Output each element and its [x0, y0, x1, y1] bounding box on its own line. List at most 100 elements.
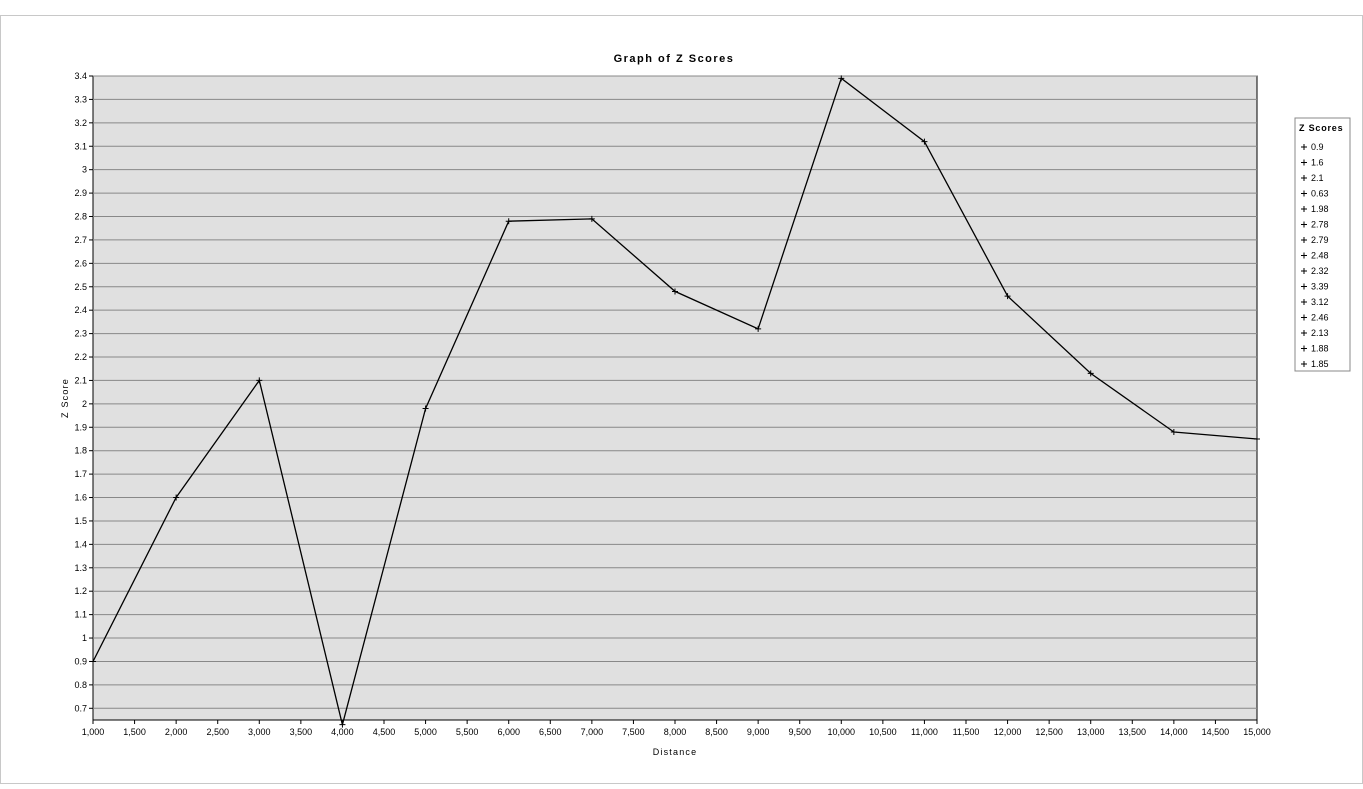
legend-item: 1.85	[1301, 359, 1329, 369]
x-tick-label: 4,000	[331, 727, 354, 737]
legend-marker	[1301, 221, 1307, 228]
y-tick-label: 2.6	[74, 258, 87, 268]
y-tick-label: 2.9	[74, 188, 87, 198]
y-tick-label: 1.6	[74, 493, 87, 503]
x-tick-label: 6,000	[497, 727, 520, 737]
data-point	[921, 138, 928, 145]
x-tick-label: 14,000	[1160, 727, 1188, 737]
y-tick-label: 2	[82, 399, 87, 409]
y-tick-label: 3.4	[74, 71, 87, 81]
x-tick-label: 12,500	[1035, 727, 1063, 737]
x-tick-label: 2,500	[206, 727, 229, 737]
y-tick-label: 1	[82, 633, 87, 643]
legend-item: 1.6	[1301, 158, 1324, 168]
legend-label: 1.98	[1311, 204, 1329, 214]
x-axis-title: Distance	[653, 747, 698, 757]
x-tick-label: 10,000	[828, 727, 856, 737]
y-axis-title: Z Score	[60, 378, 70, 418]
x-tick-label: 5,000	[414, 727, 437, 737]
legend-label: 2.13	[1311, 328, 1329, 338]
legend-marker	[1301, 206, 1307, 212]
axes: 0.7 0.8 0.9 1 1.1 1.2 1.3 1.4 1.5 1.6 1.7 1.8 1.9 2 2.…	[74, 71, 1270, 737]
legend-item: 0.63	[1301, 189, 1329, 199]
legend-item: 2.48	[1301, 251, 1329, 261]
data-point	[256, 377, 263, 384]
x-tick-label: 5,500	[456, 727, 479, 737]
data-point	[838, 75, 845, 82]
y-tick-label: 1.8	[74, 446, 87, 456]
y-tick-label: 1.3	[74, 563, 87, 573]
data-point	[1087, 370, 1094, 377]
legend-marker	[1301, 159, 1307, 166]
x-tick-label: 13,500	[1119, 727, 1147, 737]
y-tick-label: 2.8	[74, 212, 87, 222]
y-tick-label: 2.2	[74, 352, 87, 362]
legend: Z Scores 0.9 1.6 2.1 0.63 1.98 2.78 2.79 2.48 2.…	[1294, 117, 1351, 372]
y-tick-label: 2.4	[74, 305, 87, 315]
y-tick-label: 0.7	[74, 703, 87, 713]
legend-item: 2.32	[1301, 266, 1329, 276]
legend-item: 1.98	[1301, 204, 1329, 214]
y-tick-label: 0.9	[74, 656, 87, 666]
legend-marker	[1301, 361, 1307, 367]
legend-label: 1.88	[1311, 344, 1329, 354]
x-tick-label: 14,500	[1202, 727, 1230, 737]
x-tick-label: 7,500	[622, 727, 645, 737]
y-tick-label: 2.1	[74, 375, 87, 385]
data-point	[339, 721, 346, 728]
legend-marker	[1301, 190, 1307, 197]
x-tick-label: 1,000	[82, 727, 105, 737]
legend-marker	[1301, 330, 1307, 336]
data-point	[755, 325, 762, 332]
y-tick-label: 3.3	[74, 94, 87, 104]
x-tick-label: 8,500	[705, 727, 728, 737]
y-tick-label: 1.2	[74, 586, 87, 596]
data-point	[588, 215, 595, 222]
data-point	[422, 405, 429, 412]
legend-marker	[1301, 175, 1307, 181]
legend-item: 2.78	[1301, 220, 1329, 230]
x-tick-label: 1,500	[123, 727, 146, 737]
legend-label: 3.12	[1311, 297, 1329, 307]
legend-item: 3.12	[1301, 297, 1329, 307]
y-tick-label: 0.8	[74, 680, 87, 690]
x-tick-label: 9,000	[747, 727, 770, 737]
x-tick-label: 3,500	[290, 727, 313, 737]
y-tick-label: 1.4	[74, 539, 87, 549]
legend-item: 2.1	[1301, 173, 1324, 183]
legend-item: 0.9	[1301, 142, 1324, 152]
x-tick-label: 9,500	[788, 727, 811, 737]
x-tick-label: 10,500	[869, 727, 897, 737]
legend-label: 2.46	[1311, 313, 1329, 323]
data-point	[1004, 293, 1011, 300]
legend-label: 2.1	[1311, 173, 1324, 183]
legend-label: 2.79	[1311, 235, 1329, 245]
y-tick-label: 2.7	[74, 235, 87, 245]
legend-label: 1.6	[1311, 158, 1324, 168]
x-tick-label: 6,500	[539, 727, 562, 737]
legend-label: 2.32	[1311, 266, 1329, 276]
legend-label: 1.85	[1311, 359, 1329, 369]
legend-marker	[1301, 314, 1307, 321]
x-tick-label: 2,000	[165, 727, 188, 737]
x-tick-label: 12,000	[994, 727, 1022, 737]
legend-marker	[1301, 345, 1307, 352]
y-tick-label: 2.5	[74, 282, 87, 292]
chart-title: Graph of Z Scores	[614, 53, 735, 65]
legend-label: 2.78	[1311, 220, 1329, 230]
data-point	[1170, 428, 1177, 435]
legend-marker	[1301, 252, 1307, 259]
legend-item: 2.46	[1301, 313, 1329, 323]
legend-marker	[1301, 283, 1307, 290]
x-tick-label: 11,000	[911, 727, 938, 737]
x-tick-label: 15,000	[1243, 727, 1271, 737]
x-tick-label: 8,000	[664, 727, 687, 737]
data-point	[672, 288, 678, 295]
legend-label: 2.48	[1311, 251, 1329, 261]
y-tick-label: 3.1	[74, 141, 87, 151]
y-tick-label: 1.5	[74, 516, 87, 526]
x-tick-label: 3,000	[248, 727, 271, 737]
data-point	[505, 218, 512, 225]
data-point	[1254, 435, 1260, 442]
